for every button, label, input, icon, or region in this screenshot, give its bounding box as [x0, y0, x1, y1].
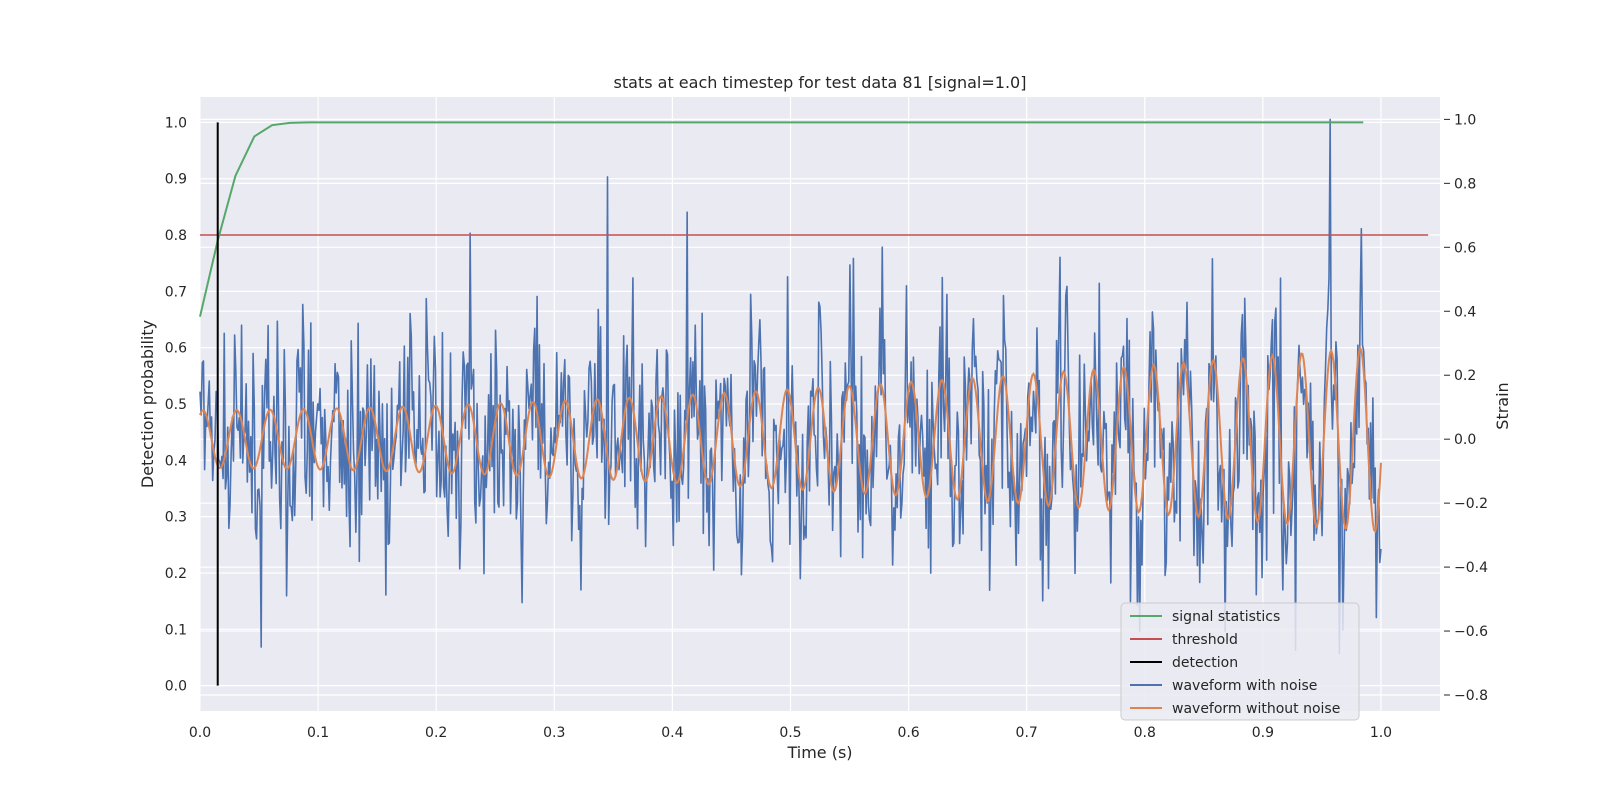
- x-tick-label-7: 0.7: [1016, 725, 1038, 741]
- right-tick-label-0: −0.8: [1454, 688, 1488, 704]
- legend-label-waveform-without-noise: waveform without noise: [1172, 701, 1340, 717]
- x-tick-label-0: 0.0: [189, 725, 211, 741]
- legend-box: [1120, 602, 1360, 721]
- right-tick-label-4: 0.0: [1454, 432, 1476, 448]
- y-axis-label-right: Strain: [1493, 382, 1512, 429]
- right-tick-label-9: 1.0: [1454, 112, 1476, 128]
- left-tick-label-8: 0.8: [165, 228, 187, 244]
- x-tick-label-5: 0.5: [779, 725, 801, 741]
- left-tick-labels: 0.0 0.1 0.2 0.3 0.4 0.5 0.6 0.7 0.8 0.9 1.0: [165, 115, 187, 694]
- series-waveform-without-noise: [199, 345, 1382, 534]
- x-tick-label-3: 0.3: [543, 725, 565, 741]
- legend-label-waveform-with-noise: waveform with noise: [1172, 678, 1317, 694]
- x-tick-label-2: 0.2: [425, 725, 447, 741]
- right-tick-label-6: 0.4: [1454, 304, 1476, 320]
- left-tick-label-5: 0.5: [165, 397, 187, 413]
- right-tick-label-1: −0.6: [1454, 624, 1488, 640]
- right-tick-label-7: 0.6: [1454, 240, 1476, 256]
- series-signal-statistics: [199, 121, 1364, 317]
- x-tick-label-8: 0.8: [1134, 725, 1156, 741]
- right-tick-label-5: 0.2: [1454, 368, 1476, 384]
- legend: signal statistics threshold detection wa…: [1120, 602, 1360, 721]
- x-tick-label-1: 0.1: [307, 725, 329, 741]
- x-tick-label-4: 0.4: [661, 725, 683, 741]
- left-tick-label-2: 0.2: [165, 566, 187, 582]
- legend-label-detection: detection: [1172, 655, 1238, 671]
- left-tick-label-0: 0.0: [165, 679, 187, 695]
- series-layer: [199, 118, 1429, 686]
- left-tick-label-4: 0.4: [165, 453, 187, 469]
- legend-label-threshold: threshold: [1172, 632, 1238, 648]
- left-tick-label-6: 0.6: [165, 341, 187, 357]
- right-tick-labels: −0.8 −0.6 −0.4 −0.2 0.0 0.2 0.4 0.6 0.8 1.0: [1444, 112, 1488, 704]
- right-tick-label-3: −0.2: [1454, 496, 1488, 512]
- left-tick-label-3: 0.3: [165, 510, 187, 526]
- legend-label-signal-statistics: signal statistics: [1172, 609, 1280, 625]
- left-tick-label-1: 0.1: [165, 622, 187, 638]
- y-axis-label-left: Detection probability: [138, 320, 157, 488]
- left-tick-label-10: 1.0: [165, 115, 187, 131]
- right-tick-label-8: 0.8: [1454, 176, 1476, 192]
- x-axis-label: Time (s): [786, 743, 852, 762]
- right-tick-label-2: −0.4: [1454, 560, 1488, 576]
- x-tick-label-6: 0.6: [897, 725, 919, 741]
- x-tick-label-9: 0.9: [1252, 725, 1274, 741]
- x-tick-label-10: 1.0: [1370, 725, 1392, 741]
- chart-title: stats at each timestep for test data 81 …: [614, 73, 1027, 92]
- x-tick-labels: 0.0 0.1 0.2 0.3 0.4 0.5 0.6 0.7 0.8 0.9 1.0: [189, 725, 1392, 741]
- left-tick-label-9: 0.9: [165, 172, 187, 188]
- left-tick-label-7: 0.7: [165, 284, 187, 300]
